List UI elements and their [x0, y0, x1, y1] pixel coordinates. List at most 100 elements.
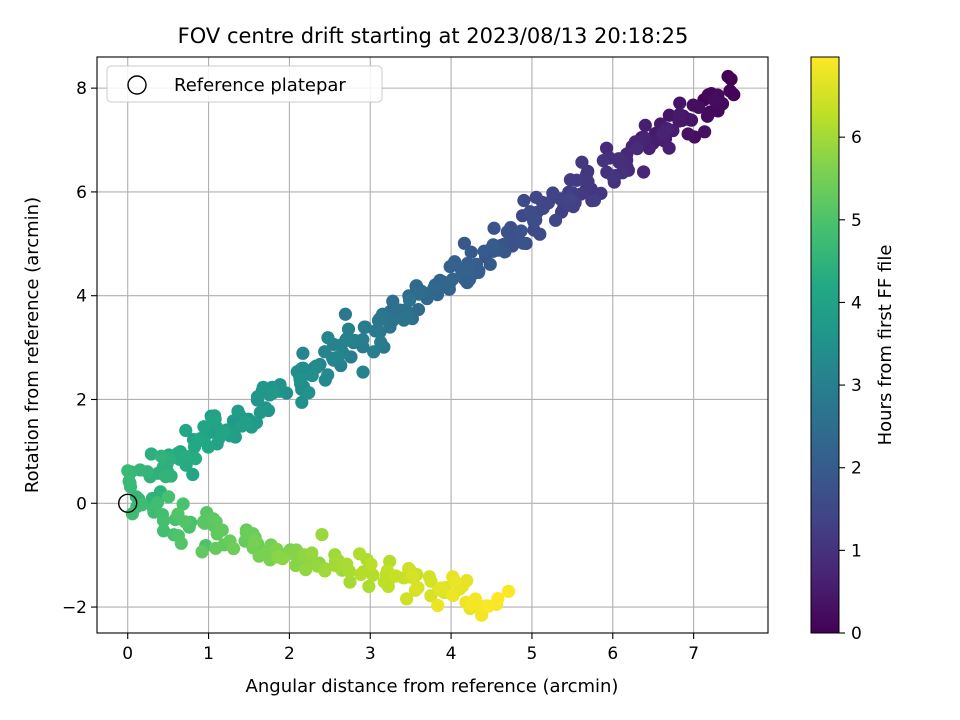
- y-tick-label: 4: [76, 287, 87, 307]
- scatter-point: [321, 331, 335, 345]
- scatter-point: [472, 264, 486, 278]
- y-tick-label: −2: [62, 598, 87, 618]
- scatter-point: [514, 224, 528, 238]
- scatter-point: [215, 523, 229, 537]
- scatter-point: [156, 514, 171, 528]
- chart-title: FOV centre drift starting at 2023/08/13 …: [178, 24, 689, 48]
- scatter-point: [295, 395, 309, 409]
- x-tick-label: 1: [203, 644, 214, 664]
- scatter-point: [457, 236, 472, 250]
- scatter-point: [123, 480, 138, 494]
- scatter-point: [548, 213, 563, 227]
- scatter-point: [546, 186, 560, 200]
- scatter-point: [206, 413, 221, 427]
- grid: [97, 57, 768, 633]
- scatter-point: [341, 322, 356, 336]
- scatter-point: [159, 470, 173, 484]
- scatter-point: [563, 173, 578, 187]
- scatter-point: [464, 245, 478, 259]
- scatter-point: [338, 307, 353, 321]
- scatter-point: [442, 277, 457, 291]
- scatter-point: [302, 385, 316, 400]
- scatter-point: [397, 313, 411, 327]
- scatter-point: [121, 464, 135, 478]
- y-tick-label: 6: [76, 183, 87, 203]
- scatter-point: [381, 579, 395, 594]
- x-tick-label: 0: [122, 644, 133, 664]
- plot-frame: [96, 56, 769, 634]
- scatter-point: [410, 581, 424, 595]
- scatter-point: [402, 293, 417, 307]
- x-tick-label: 6: [607, 644, 618, 664]
- scatter-point: [125, 507, 139, 521]
- scatter-point: [383, 320, 397, 334]
- scatter-point: [196, 515, 211, 530]
- scatter-point: [367, 345, 381, 359]
- scatter-point: [464, 597, 478, 611]
- scatter-point: [174, 536, 188, 550]
- reference-platepar-marker: [118, 493, 138, 513]
- scatter-point: [686, 98, 700, 112]
- scatter-point: [575, 155, 589, 169]
- scatter-point: [700, 109, 715, 123]
- scatter-point: [638, 118, 652, 133]
- scatter-point: [431, 598, 445, 613]
- colorbar-tick-label: 2: [851, 459, 862, 479]
- scatter-point: [209, 541, 223, 555]
- scatter-point: [176, 497, 190, 511]
- scatter-points: [121, 69, 741, 622]
- scatter-point: [366, 568, 380, 582]
- scatter-point: [247, 534, 262, 548]
- scatter-point: [448, 574, 462, 588]
- scatter-point: [711, 104, 725, 118]
- scatter-point: [161, 490, 176, 504]
- scatter-point: [364, 557, 378, 571]
- colorbar-tick-label: 5: [851, 211, 862, 231]
- colorbar-tick-label: 3: [851, 376, 862, 396]
- x-axis-label: Angular distance from reference (arcmin): [246, 676, 619, 697]
- scatter-point: [188, 452, 203, 466]
- scatter-point: [723, 84, 737, 98]
- scatter-point: [477, 244, 491, 258]
- scatter-point: [529, 190, 543, 204]
- scatter-point: [481, 599, 496, 613]
- colorbar-tick-label: 4: [851, 293, 862, 313]
- scatter-point: [501, 584, 516, 598]
- legend-label: Reference platepar: [174, 75, 346, 96]
- scatter-point: [286, 547, 300, 561]
- scatter-point: [527, 215, 541, 229]
- colorbar-ticks: 0 1 2 3 4 5 6: [839, 128, 862, 644]
- legend-marker: [127, 75, 147, 95]
- scatter-point: [197, 420, 211, 434]
- scatter-point: [315, 527, 329, 542]
- scatter-point: [400, 592, 414, 606]
- scatter-point: [231, 404, 245, 418]
- scatter-point: [296, 346, 310, 360]
- scatter-point: [195, 545, 209, 559]
- scatter-point: [673, 96, 687, 110]
- scatter-point: [637, 165, 651, 179]
- scatter-point: [226, 541, 241, 556]
- scatter-point: [179, 423, 193, 438]
- scatter-point: [356, 365, 370, 379]
- scatter-point: [424, 574, 438, 588]
- scatter-point: [516, 236, 530, 250]
- scatter-point: [563, 192, 577, 206]
- x-tick-label: 4: [446, 644, 457, 664]
- scatter-point: [217, 425, 231, 439]
- y-axis-label: Rotation from reference (arcmin): [22, 197, 43, 493]
- scatter-point: [343, 575, 357, 589]
- x-tick-label: 5: [527, 644, 538, 664]
- scatter-point: [250, 390, 265, 404]
- y-tick-label: 8: [76, 79, 87, 99]
- scatter-point: [321, 368, 335, 382]
- scatter-point: [156, 524, 171, 538]
- scatter-point: [406, 568, 420, 582]
- scatter-point: [289, 558, 303, 573]
- colorbar-gradient: [810, 56, 840, 634]
- scatter-point: [331, 350, 345, 364]
- scatter-point: [596, 153, 610, 168]
- scatter-point: [455, 263, 469, 278]
- scatter-point: [305, 546, 319, 560]
